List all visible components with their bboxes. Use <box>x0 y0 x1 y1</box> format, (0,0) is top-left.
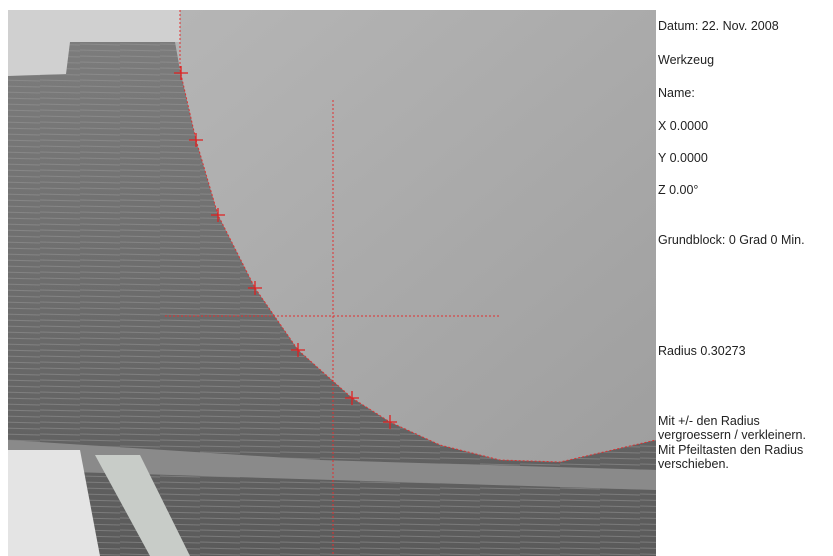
reflection <box>8 450 100 556</box>
help-text: verschieben. <box>658 457 729 471</box>
workpiece-edge <box>8 10 180 76</box>
radius-value: Radius 0.30273 <box>658 344 746 358</box>
info-panel: Datum: 22. Nov. 2008 Werkzeug Name: X 0.… <box>658 0 833 556</box>
radius-arc <box>179 69 656 463</box>
name-label: Name: <box>658 86 695 100</box>
z-angle: Z 0.00° <box>658 183 699 197</box>
workpiece-texture <box>8 10 656 556</box>
lower-ridge <box>8 440 656 490</box>
tool-label: Werkzeug <box>658 53 715 67</box>
y-coordinate: Y 0.0000 <box>658 151 708 165</box>
help-text: vergroessern / verkleinern. <box>658 428 806 442</box>
help-text: Mit +/- den Radius <box>658 414 760 428</box>
measure-points <box>174 66 397 429</box>
date-label: Datum: 22. Nov. 2008 <box>658 19 779 33</box>
base-block: Grundblock: 0 Grad 0 Min. <box>658 233 805 247</box>
x-coordinate: X 0.0000 <box>658 119 709 133</box>
help-text: Mit Pfeiltasten den Radius <box>658 443 804 457</box>
camera-view <box>8 10 656 556</box>
reflection <box>95 455 190 556</box>
